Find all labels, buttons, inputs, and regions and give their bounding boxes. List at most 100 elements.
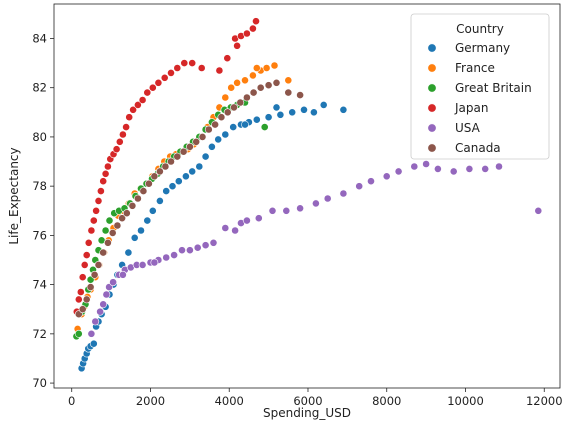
point-germany-20 xyxy=(155,196,164,205)
point-canada-8 xyxy=(108,228,117,237)
point-japan-7 xyxy=(87,226,96,235)
point-japan-20 xyxy=(122,123,130,131)
point-canada-24 xyxy=(198,132,207,141)
point-canada-7 xyxy=(104,238,112,247)
legend-label: Canada xyxy=(455,141,501,155)
point-germany-36 xyxy=(276,110,285,119)
point-japan-34 xyxy=(215,66,224,75)
point-usa-31 xyxy=(339,189,348,198)
y-tick-label: 72 xyxy=(32,327,47,341)
point-usa-38 xyxy=(433,164,442,173)
point-usa-19 xyxy=(201,241,210,250)
point-usa-20 xyxy=(209,238,218,247)
legend-label: USA xyxy=(455,121,481,135)
point-germany-15 xyxy=(124,248,133,257)
point-germany-31 xyxy=(229,123,238,131)
y-tick-label: 70 xyxy=(32,376,47,390)
point-usa-35 xyxy=(394,167,403,176)
point-canada-2 xyxy=(82,295,91,304)
point-germany-29 xyxy=(214,135,223,144)
point-great-britain-1 xyxy=(74,329,83,338)
point-japan-30 xyxy=(173,64,182,72)
point-japan-41 xyxy=(233,41,241,50)
point-canada-25 xyxy=(204,125,213,134)
x-tick-label: 0 xyxy=(68,394,75,408)
point-canada-9 xyxy=(113,221,122,230)
point-usa-14 xyxy=(162,253,171,262)
y-tick-label: 74 xyxy=(32,278,47,292)
point-france-28 xyxy=(221,93,230,102)
point-france-30 xyxy=(233,78,241,87)
point-canada-10 xyxy=(118,214,126,223)
point-germany-35 xyxy=(264,113,273,122)
point-japan-4 xyxy=(80,260,89,269)
point-usa-32 xyxy=(355,182,364,191)
y-axis-label: Life_Expectancy xyxy=(7,147,21,244)
point-usa-41 xyxy=(481,164,490,173)
point-canada-1 xyxy=(78,305,87,314)
point-japan-12 xyxy=(99,177,108,186)
axes-layer xyxy=(53,3,561,389)
point-germany-26 xyxy=(195,162,204,171)
point-usa-0 xyxy=(87,329,96,338)
point-germany-16 xyxy=(130,233,139,242)
point-japan-18 xyxy=(115,137,124,146)
point-canada-36 xyxy=(284,88,293,97)
point-canada-35 xyxy=(272,78,281,87)
point-japan-13 xyxy=(101,169,110,178)
point-usa-26 xyxy=(268,206,277,215)
x-tick-label: 12000 xyxy=(526,394,563,408)
legend-marker-great-britain xyxy=(427,83,437,93)
y-tick-label: 80 xyxy=(32,130,47,144)
points-layer xyxy=(72,17,543,373)
point-japan-23 xyxy=(133,101,142,109)
point-usa-40 xyxy=(465,164,474,173)
point-japan-9 xyxy=(92,206,100,215)
point-japan-27 xyxy=(154,78,163,87)
point-france-36 xyxy=(284,76,293,85)
point-usa-36 xyxy=(410,162,419,171)
legend-marker-usa xyxy=(427,123,437,133)
point-canada-33 xyxy=(256,83,265,92)
point-canada-29 xyxy=(230,103,238,112)
point-france-35 xyxy=(270,61,279,70)
x-tick-label: 6000 xyxy=(293,394,322,408)
legend-marker-japan xyxy=(427,103,437,113)
point-france-31 xyxy=(241,76,249,85)
y-tick-label: 82 xyxy=(32,81,47,95)
legend-marker-canada xyxy=(427,143,437,153)
point-canada-21 xyxy=(179,147,188,156)
point-canada-15 xyxy=(144,179,153,188)
legend-label: France xyxy=(455,61,495,75)
point-france-32 xyxy=(248,71,257,80)
point-usa-22 xyxy=(231,226,239,235)
point-canada-37 xyxy=(296,91,304,99)
point-canada-27 xyxy=(217,113,226,122)
point-japan-29 xyxy=(167,69,175,77)
point-japan-26 xyxy=(148,83,157,92)
point-usa-6 xyxy=(109,278,117,287)
point-usa-25 xyxy=(254,214,263,223)
point-canada-20 xyxy=(173,152,182,161)
point-japan-11 xyxy=(97,187,105,195)
point-canada-12 xyxy=(128,201,137,210)
point-canada-11 xyxy=(122,209,131,218)
point-usa-24 xyxy=(242,216,251,225)
point-france-37 xyxy=(252,64,261,72)
point-usa-27 xyxy=(282,206,291,215)
legend: Country Germany France Great Britain Japan U… xyxy=(410,13,550,160)
point-usa-42 xyxy=(495,162,503,171)
point-canada-26 xyxy=(211,120,219,129)
point-germany-22 xyxy=(168,182,177,191)
point-canada-18 xyxy=(161,162,170,171)
point-japan-35 xyxy=(223,54,232,63)
point-canada-5 xyxy=(94,260,103,269)
y-ticks: 70 72 74 76 78 80 82 84 xyxy=(32,31,54,390)
point-germany-34 xyxy=(252,115,261,124)
point-japan-40 xyxy=(252,17,260,26)
point-canada-22 xyxy=(185,142,194,151)
point-canada-3 xyxy=(86,283,95,291)
y-tick-label: 84 xyxy=(32,31,47,45)
point-canada-30 xyxy=(236,98,245,107)
